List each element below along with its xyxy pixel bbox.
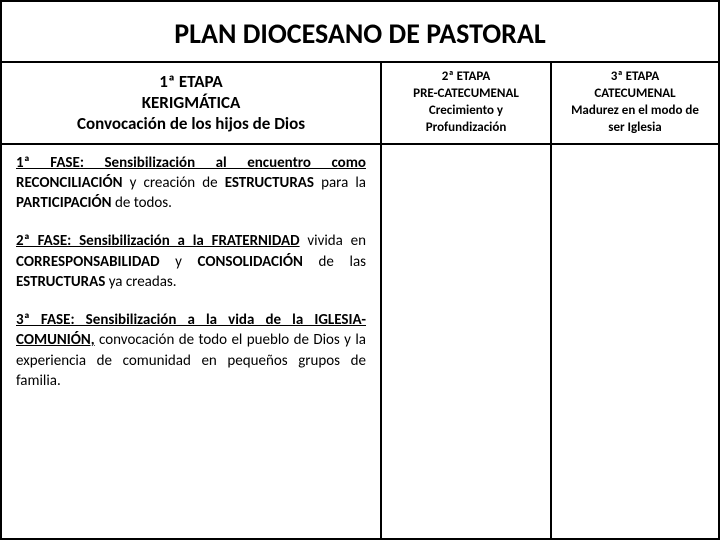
header-cell-etapa3: 3ª ETAPA CATECUMENAL Madurez en el modo … xyxy=(552,63,718,143)
phase-bold: ESTRUCTURAS xyxy=(225,174,314,192)
header-line: Crecimiento y xyxy=(390,103,542,120)
header-line: CATECUMENAL xyxy=(560,86,710,103)
title-row: PLAN DIOCESANO DE PASTORAL xyxy=(2,2,718,63)
header-cell-etapa2: 2ª ETAPA PRE-CATECUMENAL Crecimiento y P… xyxy=(382,63,552,143)
header-line: Madurez en el modo de xyxy=(560,103,710,120)
header-line: 1ª ETAPA xyxy=(10,71,372,92)
phase-bold: CONSOLIDACIÓN xyxy=(198,253,303,271)
phase-text: vivida en xyxy=(307,232,366,250)
table-body-row: 1ª FASE: Sensibilización al encuentro co… xyxy=(2,145,718,538)
phase-bold: ESTRUCTURAS xyxy=(16,273,105,291)
phase-lead: 2ª FASE: Sensibilización a la FRATERNIDA… xyxy=(16,232,300,250)
table-header-row: 1ª ETAPA KERIGMÁTICA Convocación de los … xyxy=(2,63,718,145)
document-page: PLAN DIOCESANO DE PASTORAL 1ª ETAPA KERI… xyxy=(0,0,720,540)
phase-text: de todos. xyxy=(112,194,172,212)
phase-bold: CORRESPONSABILIDAD xyxy=(16,253,160,271)
header-line: ser Iglesia xyxy=(560,120,710,137)
header-cell-etapa1: 1ª ETAPA KERIGMÁTICA Convocación de los … xyxy=(2,63,382,143)
page-title: PLAN DIOCESANO DE PASTORAL xyxy=(12,16,708,51)
header-line: 3ª ETAPA xyxy=(560,69,710,86)
phase-bold: PARTICIPACIÓN xyxy=(16,194,112,212)
phase-bold: RECONCILIACIÓN xyxy=(16,174,123,192)
header-line: KERIGMÁTICA xyxy=(10,92,372,113)
header-line: PRE-CATECUMENAL xyxy=(390,86,542,103)
phase-text: y creación de xyxy=(123,174,225,192)
phase-text: de las xyxy=(303,253,366,271)
phase-lead: 1ª FASE: Sensibilización al encuentro co… xyxy=(16,154,366,172)
header-line: Profundización xyxy=(390,120,542,137)
phase-2: 2ª FASE: Sensibilización a la FRATERNIDA… xyxy=(16,231,366,292)
body-cell-etapa3 xyxy=(552,145,718,538)
phase-1: 1ª FASE: Sensibilización al encuentro co… xyxy=(16,153,366,214)
phase-text: y xyxy=(160,253,198,271)
body-cell-fases: 1ª FASE: Sensibilización al encuentro co… xyxy=(2,145,382,538)
phase-text: ya creadas. xyxy=(105,273,176,291)
phase-text: para la xyxy=(314,174,366,192)
body-cell-etapa2 xyxy=(382,145,552,538)
header-line: 2ª ETAPA xyxy=(390,69,542,86)
header-line: Convocación de los hijos de Dios xyxy=(10,113,372,134)
phase-3: 3ª FASE: Sensibilización a la vida de la… xyxy=(16,310,366,391)
